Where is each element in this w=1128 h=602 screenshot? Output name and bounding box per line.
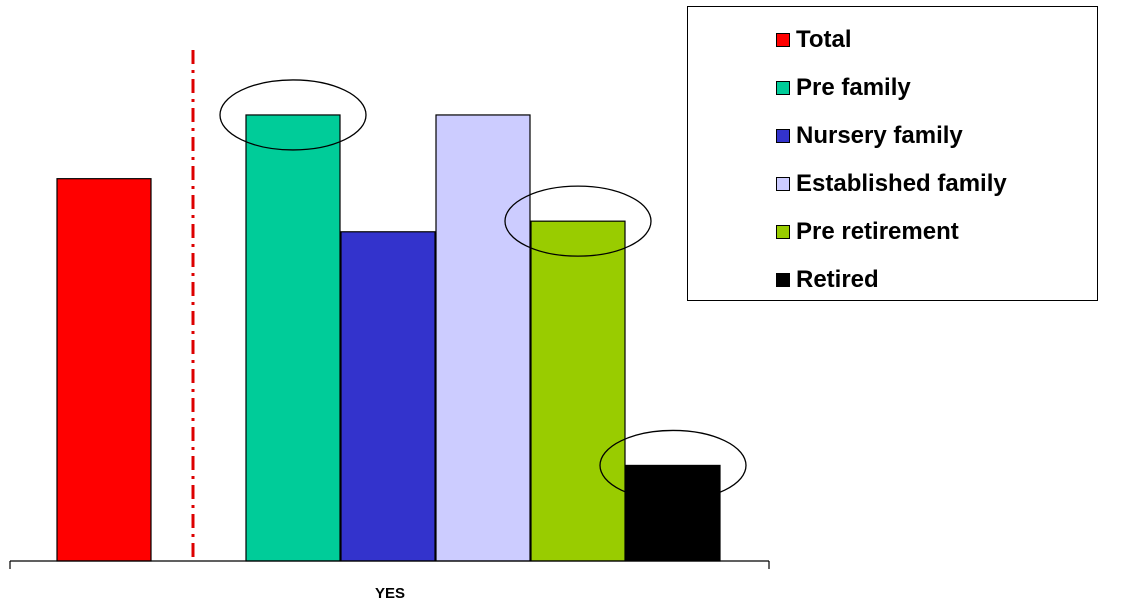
bar-pre-retirement (530, 220, 626, 562)
x-tick-label: YES (375, 585, 405, 602)
bar-nursery-family (340, 231, 436, 562)
highlight-ellipse-retired (599, 429, 747, 502)
highlight-ellipse-pre-family (219, 79, 367, 151)
bars-layer (56, 114, 721, 562)
legend-swatch-retired (776, 273, 790, 287)
legend-item-nursery-family: Nursery family (776, 121, 963, 151)
legend-label-pre-family: Pre family (796, 74, 911, 101)
bar-established-family (435, 114, 531, 562)
legend-item-established-family: Established family (776, 169, 1007, 199)
legend-label-total: Total (796, 26, 852, 53)
legend-swatch-nursery-family (776, 129, 790, 143)
legend-label-established-family: Established family (796, 170, 1007, 197)
legend-label-pre-retirement: Pre retirement (796, 218, 959, 245)
legend-label-retired: Retired (796, 266, 879, 293)
legend-swatch-pre-retirement (776, 225, 790, 239)
legend-item-pre-family: Pre family (776, 73, 911, 103)
legend-item-retired: Retired (776, 265, 879, 295)
legend-swatch-total (776, 33, 790, 47)
legend-swatch-established-family (776, 177, 790, 191)
legend-swatch-pre-family (776, 81, 790, 95)
legend: Total Pre family Nursery family Establis… (687, 6, 1098, 301)
bar-retired (625, 464, 721, 562)
legend-item-pre-retirement: Pre retirement (776, 217, 959, 247)
highlight-ellipses (219, 79, 747, 502)
bar-pre-family (245, 114, 341, 562)
highlight-ellipse-pre-retirement (504, 185, 652, 257)
legend-item-total: Total (776, 25, 852, 55)
bar-total (56, 178, 152, 562)
legend-label-nursery-family: Nursery family (796, 122, 963, 149)
